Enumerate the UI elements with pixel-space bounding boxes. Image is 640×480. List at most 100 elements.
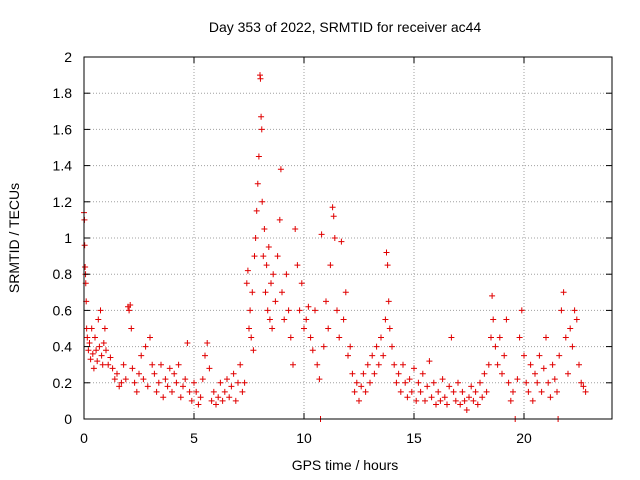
data-point bbox=[307, 334, 314, 341]
data-point bbox=[298, 280, 305, 287]
data-point bbox=[173, 379, 180, 386]
data-point bbox=[441, 394, 448, 401]
data-point bbox=[303, 316, 310, 323]
data-point bbox=[558, 307, 565, 314]
data-point bbox=[276, 216, 283, 223]
data-point bbox=[221, 388, 228, 395]
data-point bbox=[182, 376, 189, 383]
data-point bbox=[383, 249, 390, 256]
data-point bbox=[268, 280, 274, 287]
data-point bbox=[314, 361, 321, 368]
data-point bbox=[565, 370, 571, 377]
data-point bbox=[105, 361, 112, 368]
data-point bbox=[202, 352, 208, 359]
data-point bbox=[331, 235, 338, 241]
data-point bbox=[452, 397, 459, 404]
data-point bbox=[470, 397, 477, 404]
y-tick-label: 0.4 bbox=[53, 339, 73, 355]
data-point bbox=[435, 388, 442, 395]
data-point bbox=[248, 334, 255, 341]
data-point bbox=[232, 397, 239, 404]
data-point bbox=[243, 280, 250, 287]
data-point bbox=[342, 289, 349, 296]
data-point bbox=[101, 325, 108, 332]
data-point bbox=[351, 388, 358, 395]
data-point bbox=[175, 361, 182, 368]
data-point bbox=[296, 307, 303, 314]
data-point bbox=[83, 325, 90, 332]
data-point bbox=[400, 361, 406, 368]
data-point bbox=[191, 379, 197, 386]
x-tick-label: 0 bbox=[80, 430, 88, 446]
data-point bbox=[316, 376, 323, 383]
data-point bbox=[380, 352, 387, 359]
data-point bbox=[580, 383, 587, 390]
data-point bbox=[184, 339, 191, 346]
data-point bbox=[393, 379, 400, 386]
y-tick-label: 0.8 bbox=[53, 266, 73, 282]
data-point bbox=[490, 316, 497, 323]
data-point bbox=[532, 370, 538, 377]
data-point bbox=[264, 307, 271, 314]
data-point bbox=[263, 262, 270, 269]
data-point bbox=[358, 383, 365, 390]
data-point bbox=[199, 376, 206, 383]
data-point bbox=[576, 361, 582, 368]
data-point bbox=[86, 339, 93, 346]
data-point bbox=[151, 370, 158, 377]
data-point bbox=[160, 394, 167, 401]
data-point bbox=[285, 307, 292, 314]
data-point bbox=[261, 225, 268, 232]
data-point bbox=[468, 383, 475, 390]
data-point bbox=[251, 253, 258, 260]
data-point bbox=[158, 361, 164, 368]
data-point bbox=[373, 343, 380, 350]
data-point bbox=[489, 292, 496, 299]
data-point bbox=[279, 289, 285, 296]
data-point bbox=[430, 379, 437, 386]
data-point bbox=[309, 347, 316, 354]
data-point bbox=[136, 370, 142, 377]
data-point bbox=[325, 325, 332, 332]
data-point bbox=[318, 231, 325, 238]
data-point bbox=[206, 365, 213, 372]
data-point bbox=[228, 383, 235, 390]
data-point bbox=[260, 253, 267, 260]
data-point bbox=[98, 352, 105, 359]
data-point bbox=[483, 388, 490, 395]
data-point bbox=[347, 343, 354, 350]
data-point bbox=[415, 379, 422, 386]
data-point bbox=[99, 361, 106, 368]
data-point bbox=[97, 307, 104, 314]
data-point bbox=[193, 388, 200, 395]
data-point bbox=[494, 361, 501, 368]
data-point bbox=[382, 316, 389, 323]
data-point bbox=[197, 394, 204, 401]
data-point bbox=[195, 401, 202, 408]
data-point bbox=[327, 262, 334, 269]
data-point bbox=[259, 198, 266, 205]
data-point bbox=[459, 388, 466, 395]
data-point bbox=[578, 379, 585, 386]
data-point bbox=[349, 370, 356, 377]
data-point bbox=[485, 361, 492, 368]
data-point bbox=[367, 379, 373, 386]
data-point bbox=[375, 361, 382, 368]
data-point bbox=[118, 379, 125, 386]
data-point bbox=[426, 358, 433, 365]
data-point bbox=[330, 213, 337, 220]
data-point bbox=[128, 325, 135, 332]
data-point bbox=[547, 394, 554, 401]
data-point bbox=[571, 307, 578, 314]
data-point bbox=[155, 379, 162, 386]
data-point bbox=[395, 370, 402, 377]
data-point bbox=[142, 343, 149, 350]
data-point bbox=[334, 307, 340, 314]
data-point bbox=[525, 388, 532, 395]
data-point bbox=[301, 325, 307, 332]
data-point bbox=[266, 316, 273, 323]
data-point bbox=[210, 388, 217, 395]
data-point bbox=[391, 361, 398, 368]
data-point bbox=[109, 365, 116, 372]
data-point bbox=[93, 347, 100, 354]
